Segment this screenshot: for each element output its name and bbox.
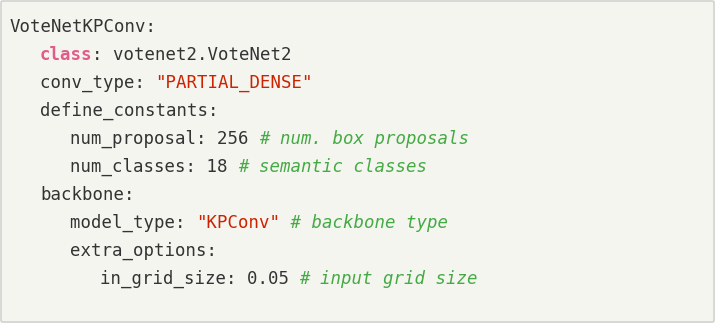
Text: class: class — [40, 46, 92, 64]
Text: backbone:: backbone: — [40, 186, 134, 204]
Text: # semantic classes: # semantic classes — [238, 158, 427, 176]
Text: # backbone type: # backbone type — [280, 214, 448, 232]
Text: num_proposal: 256: num_proposal: 256 — [70, 130, 259, 148]
Text: conv_type:: conv_type: — [40, 74, 155, 92]
Text: extra_options:: extra_options: — [70, 242, 217, 260]
Text: "KPConv": "KPConv" — [196, 214, 280, 232]
Text: define_constants:: define_constants: — [40, 102, 219, 120]
Text: # input grid size: # input grid size — [300, 270, 478, 288]
Text: # num. box proposals: # num. box proposals — [259, 130, 469, 148]
Text: "PARTIAL_DENSE": "PARTIAL_DENSE" — [155, 74, 313, 92]
Text: VoteNetKPConv:: VoteNetKPConv: — [10, 18, 157, 36]
Text: num_classes: 18: num_classes: 18 — [70, 158, 238, 176]
Text: in_grid_size: 0.05: in_grid_size: 0.05 — [100, 270, 300, 288]
Text: : votenet2.VoteNet2: : votenet2.VoteNet2 — [92, 46, 292, 64]
Text: model_type:: model_type: — [70, 214, 196, 232]
